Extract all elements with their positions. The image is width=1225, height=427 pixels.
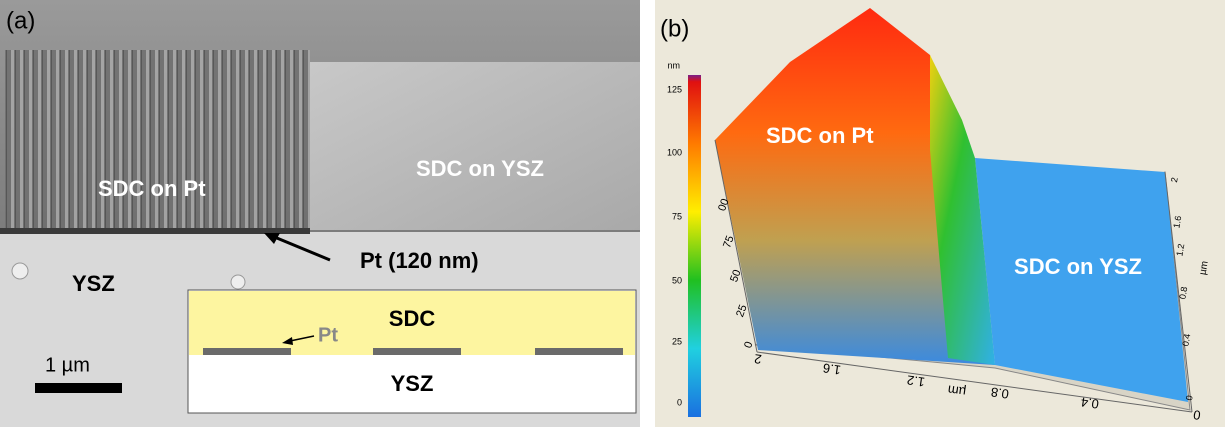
x-axis: [756, 351, 1193, 413]
z-tick: 00: [716, 197, 731, 213]
schematic-pt: [203, 348, 291, 355]
y-unit: µm: [1197, 260, 1210, 276]
z-tick: 50: [728, 268, 743, 284]
plateau: [975, 158, 1188, 402]
schematic-label: SDC: [389, 306, 436, 331]
colorbar-tick: 0: [677, 397, 682, 407]
z-tick: 25: [734, 303, 749, 319]
x-tick: 2: [753, 351, 762, 367]
x-tick: 1.6: [822, 360, 842, 377]
region-label: SDC on Pt: [98, 176, 206, 201]
colorbar: [688, 75, 701, 417]
arrow: [289, 335, 315, 342]
region-label: YSZ: [72, 271, 115, 296]
colorbar-tick: 100: [667, 147, 682, 157]
z-tick: 75: [721, 234, 736, 250]
panel-a: [0, 0, 640, 427]
y-tick: 1.6: [1171, 215, 1183, 229]
pt-layer: [0, 228, 310, 234]
arrow: [271, 234, 331, 262]
schematic-pt: [535, 348, 623, 355]
y-tick: 0.4: [1180, 333, 1192, 347]
y-axis: [1164, 171, 1193, 413]
x-tick: 1.2: [906, 372, 926, 389]
y-tick: 0.8: [1177, 286, 1189, 300]
region-label: SDC on YSZ: [1014, 254, 1142, 279]
scale-bar-label: 1 µm: [45, 354, 90, 376]
sdc-on-pt-region: [5, 50, 310, 228]
annotation: Pt (120 nm): [360, 248, 479, 273]
schematic-label: Pt: [318, 324, 338, 346]
x-tick: 0: [1192, 407, 1201, 423]
colorbar-unit: nm: [667, 60, 680, 70]
schematic-pt: [373, 348, 461, 355]
arrow-head: [264, 233, 280, 244]
panel-label: (b): [660, 15, 689, 42]
panel-label: (a): [6, 7, 35, 34]
arrow-head: [282, 337, 293, 345]
scale-bar: [35, 383, 122, 393]
x-tick: 0.4: [1080, 394, 1100, 411]
y-tick: 0: [1184, 395, 1195, 402]
block: [715, 8, 995, 365]
particle: [230, 274, 246, 290]
z-tick: 0: [742, 340, 755, 350]
colorbar-tick: 125: [667, 84, 682, 94]
x-unit: µm: [947, 382, 967, 399]
schematic-sdc: [189, 291, 635, 355]
x-tick: 0.8: [990, 384, 1010, 401]
colorbar-tick: 75: [672, 211, 682, 221]
region-label: SDC on YSZ: [416, 156, 544, 181]
colorbar-tick: 25: [672, 336, 682, 346]
schematic-label: YSZ: [391, 371, 434, 396]
colorbar-tick: 50: [672, 275, 682, 285]
panel-b: [655, 0, 1225, 427]
y-tick: 1.2: [1174, 243, 1186, 257]
y-tick: 2: [1169, 177, 1180, 184]
particle: [11, 262, 29, 280]
z-axis: [714, 139, 758, 353]
region-label: SDC on Pt: [766, 123, 874, 148]
block-side: [930, 55, 995, 365]
sdc-on-ysz-region: [310, 62, 640, 230]
